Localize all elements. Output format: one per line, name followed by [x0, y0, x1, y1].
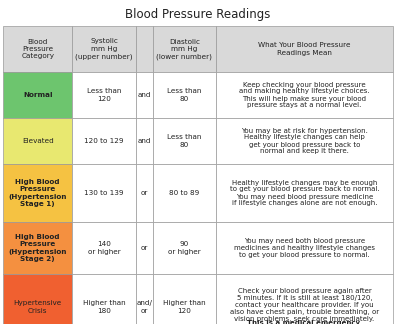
Bar [135, 118, 153, 164]
Bar [153, 274, 216, 324]
Text: Elevated: Elevated [22, 138, 53, 144]
Bar [216, 26, 393, 72]
Bar [153, 222, 216, 274]
Bar [216, 164, 393, 222]
Bar [216, 222, 393, 274]
Bar [153, 72, 216, 118]
Text: Check your blood pressure again after
5 minutes. If it is still at least 180/120: Check your blood pressure again after 5 … [230, 288, 379, 322]
Text: Less than
80: Less than 80 [167, 134, 202, 148]
Text: Diastolic
mm Hg
(lower number): Diastolic mm Hg (lower number) [156, 39, 212, 60]
Text: 80 to 89: 80 to 89 [169, 190, 200, 196]
Bar [135, 274, 153, 324]
Text: Blood
Pressure
Category: Blood Pressure Category [21, 39, 54, 59]
Text: What Your Blood Pressure
Readings Mean: What Your Blood Pressure Readings Mean [258, 42, 351, 56]
Bar [216, 274, 393, 324]
Text: This is a medical emergency.: This is a medical emergency. [247, 320, 362, 324]
Bar [153, 164, 216, 222]
Text: Higher than
180: Higher than 180 [83, 300, 125, 314]
Bar [72, 222, 135, 274]
Text: Hypertensive
Crisis: Hypertensive Crisis [13, 300, 62, 314]
Text: Healthy lifestyle changes may be enough
to get your blood pressure back to norma: Healthy lifestyle changes may be enough … [230, 179, 379, 206]
Text: 140
or higher: 140 or higher [88, 241, 120, 255]
Text: High Blood
Pressure
(Hypertension
Stage 1): High Blood Pressure (Hypertension Stage … [8, 179, 67, 207]
Bar [3, 118, 72, 164]
Bar [135, 222, 153, 274]
Bar [72, 118, 135, 164]
Text: and: and [137, 92, 151, 98]
Bar [3, 26, 72, 72]
Bar [72, 26, 135, 72]
Text: 130 to 139: 130 to 139 [84, 190, 124, 196]
Text: Blood Pressure Readings: Blood Pressure Readings [125, 8, 271, 21]
Text: Systolic
mm Hg
(upper number): Systolic mm Hg (upper number) [75, 39, 133, 60]
Bar [153, 118, 216, 164]
Text: and: and [137, 138, 151, 144]
Text: Higher than
120: Higher than 120 [163, 300, 206, 314]
Text: 120 to 129: 120 to 129 [84, 138, 124, 144]
Text: You may need both blood pressure
medicines and healthy lifestyle changes
to get : You may need both blood pressure medicin… [234, 238, 375, 258]
Text: 90
or higher: 90 or higher [168, 241, 201, 255]
Bar [3, 274, 72, 324]
Bar [3, 222, 72, 274]
Bar [135, 164, 153, 222]
Text: or: or [141, 245, 148, 251]
Bar [216, 72, 393, 118]
Text: You may be at risk for hypertension.
Healthy lifestyle changes can help
get your: You may be at risk for hypertension. Hea… [241, 128, 368, 155]
Bar [216, 118, 393, 164]
Bar [72, 274, 135, 324]
Text: and/
or: and/ or [136, 300, 152, 314]
Text: Less than
80: Less than 80 [167, 88, 202, 102]
Bar [3, 72, 72, 118]
Text: or: or [141, 190, 148, 196]
Text: High Blood
Pressure
(Hypertension
Stage 2): High Blood Pressure (Hypertension Stage … [8, 234, 67, 262]
Bar [3, 164, 72, 222]
Text: Normal: Normal [23, 92, 52, 98]
Bar [135, 26, 153, 72]
Bar [135, 72, 153, 118]
Bar [72, 72, 135, 118]
Bar [153, 26, 216, 72]
Text: Less than
120: Less than 120 [87, 88, 121, 102]
Text: Keep checking your blood pressure
and making healthy lifestyle choices.
This wil: Keep checking your blood pressure and ma… [239, 82, 370, 109]
Bar [72, 164, 135, 222]
